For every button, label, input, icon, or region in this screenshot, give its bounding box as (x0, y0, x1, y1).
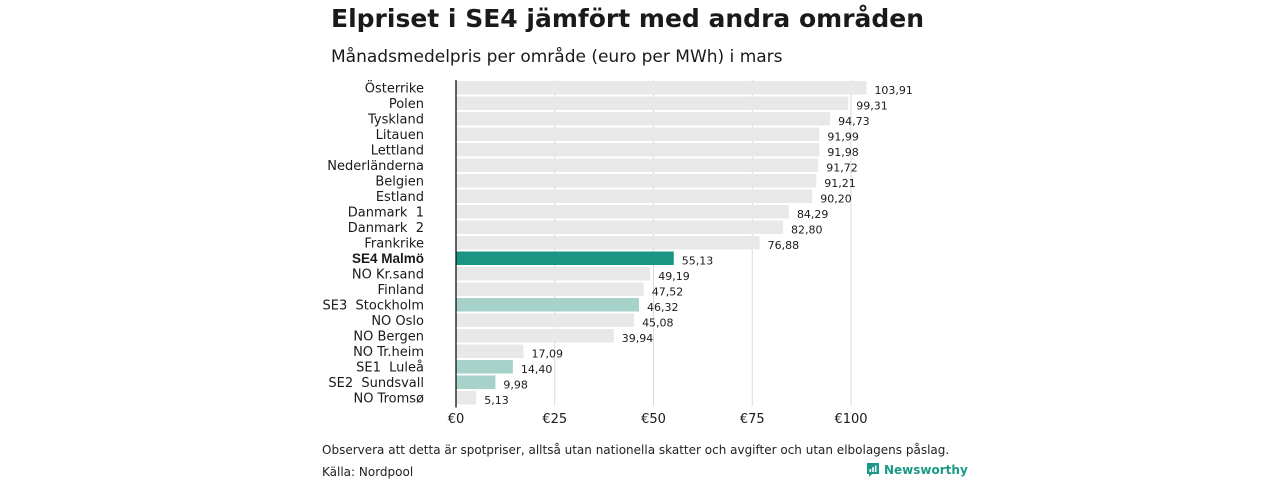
x-tick-label: €50 (641, 412, 666, 427)
value-label: 17,09 (532, 347, 564, 360)
category-label: Litauen (376, 128, 424, 143)
value-label: 99,31 (856, 99, 888, 112)
brand-name: Newsworthy (884, 463, 968, 477)
value-label: 103,91 (874, 84, 913, 97)
bar (456, 143, 820, 157)
category-label: Finland (378, 283, 424, 298)
bar (456, 112, 831, 126)
category-label: Estland (376, 190, 424, 205)
bar (456, 391, 477, 405)
category-label: NO Bergen (353, 329, 424, 344)
bar (456, 267, 651, 281)
category-label: NO Tromsø (353, 391, 424, 406)
value-label: 84,29 (797, 208, 829, 221)
value-label: 91,99 (827, 130, 859, 143)
category-label: SE2 Sundsvall (328, 376, 424, 391)
value-label: 90,20 (820, 192, 852, 205)
bar (456, 282, 644, 296)
category-label: SE4 Malmö (352, 251, 424, 266)
x-tick-label: €25 (542, 412, 567, 427)
value-label: 45,08 (642, 316, 674, 329)
x-tick-label: €100 (834, 412, 867, 427)
category-label: Tyskland (367, 112, 424, 127)
brand-logo: Newsworthy (866, 462, 968, 478)
bar (456, 81, 867, 95)
chart-title: Elpriset i SE4 jämfört med andra områden (331, 4, 925, 33)
bar-chart: Österrike 103,91 Polen 99,31 Tyskland 94,73 Li… (323, 79, 913, 427)
category-label: Österrike (365, 79, 424, 96)
bar (456, 96, 849, 110)
x-tick-label: €75 (740, 412, 765, 427)
value-label: 47,52 (652, 285, 684, 298)
bar (456, 127, 820, 141)
value-label: 82,80 (791, 223, 823, 236)
category-label: NO Oslo (371, 314, 424, 329)
chart-subtitle: Månadsmedelpris per område (euro per MWh… (331, 47, 783, 67)
bar (456, 298, 639, 312)
category-label: SE1 Luleå (356, 360, 424, 375)
bar (456, 236, 760, 250)
bar (456, 189, 813, 203)
value-label: 76,88 (768, 239, 800, 252)
bar (456, 174, 817, 188)
value-label: 49,19 (658, 270, 690, 283)
bar (456, 344, 524, 358)
bar (456, 329, 614, 343)
bar (456, 360, 513, 374)
category-label: NO Tr.heim (353, 345, 424, 360)
source-label: Källa: Nordpool (322, 465, 414, 479)
bar (456, 251, 674, 265)
value-label: 91,98 (827, 146, 859, 159)
bar (456, 313, 635, 327)
newsworthy-icon (867, 463, 879, 477)
value-label: 14,40 (521, 363, 553, 376)
category-label: Nederländerna (327, 159, 424, 174)
value-label: 91,21 (824, 177, 856, 190)
x-tick-label: €0 (448, 412, 465, 427)
value-label: 91,72 (826, 161, 858, 174)
value-label: 5,13 (484, 394, 509, 407)
bar (456, 205, 789, 219)
bar (456, 158, 819, 172)
value-label: 9,98 (503, 378, 528, 391)
category-label: Danmark 2 (348, 221, 424, 236)
bar (456, 375, 496, 389)
category-label: Danmark 1 (348, 205, 424, 220)
footnote: Observera att detta är spotpriser, allts… (322, 443, 950, 457)
category-label: SE3 Stockholm (323, 298, 424, 313)
category-label: Polen (389, 97, 424, 112)
category-label: Frankrike (364, 236, 424, 251)
value-label: 46,32 (647, 301, 679, 314)
value-label: 39,94 (622, 332, 654, 345)
category-label: Belgien (375, 174, 424, 189)
value-label: 55,13 (682, 254, 714, 267)
bar (456, 220, 784, 234)
category-label: NO Kr.sand (352, 267, 424, 282)
value-label: 94,73 (838, 115, 870, 128)
category-label: Lettland (371, 143, 424, 158)
